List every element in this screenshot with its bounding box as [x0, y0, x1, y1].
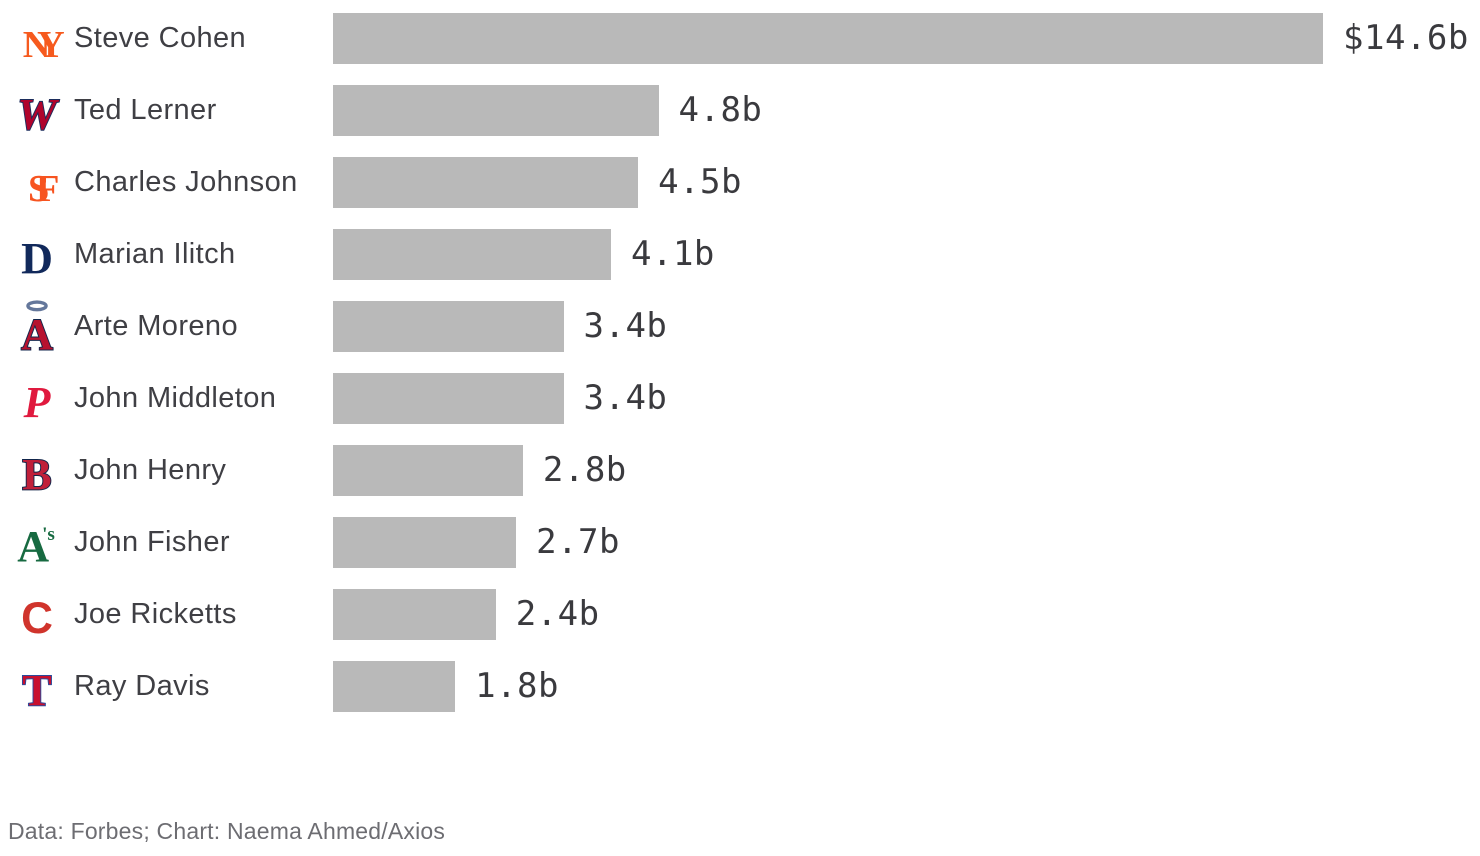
net-worth-bar — [333, 372, 564, 424]
owner-name: Ted Lerner — [74, 93, 217, 126]
owner-name: Joe Ricketts — [74, 597, 237, 630]
chart-source-credit: Data: Forbes; Chart: Naema Ahmed/Axios — [8, 818, 446, 844]
svg-text:D: D — [21, 234, 53, 283]
mets-logo-icon: NY — [14, 10, 78, 66]
row-label-column: W Ted Lerner — [0, 82, 333, 140]
owner-name: Arte Moreno — [74, 309, 238, 342]
net-worth-value-label: 3.4b — [583, 306, 668, 346]
owner-row: A Arte Moreno 3.4b — [0, 290, 1480, 362]
owner-name: Marian Ilitch — [74, 237, 236, 270]
row-label-column: SF Charles Johnson — [0, 154, 333, 211]
redsox-logo-icon: B — [14, 442, 60, 500]
owner-row: C Joe Ricketts 2.4b — [0, 578, 1480, 650]
net-worth-bar — [333, 660, 456, 712]
angels-logo-icon: A — [14, 298, 60, 360]
net-worth-bar — [333, 444, 523, 496]
row-label-column: A Arte Moreno — [0, 298, 333, 360]
net-worth-value-label: 3.4b — [583, 378, 668, 418]
owner-row: NY Steve Cohen $14.6b — [0, 2, 1480, 74]
net-worth-bar — [333, 588, 496, 640]
svg-text:NY: NY — [23, 24, 64, 66]
net-worth-bar — [333, 300, 564, 352]
phillies-logo-icon: P — [14, 370, 60, 427]
owner-row: P John Middleton 3.4b — [0, 362, 1480, 434]
row-label-column: NY Steve Cohen — [0, 10, 333, 67]
net-worth-bar — [333, 12, 1323, 64]
net-worth-value-label: 2.4b — [515, 594, 600, 634]
giants-logo-icon: SF — [14, 154, 71, 210]
svg-text:B: B — [22, 450, 51, 499]
net-worth-value-label: 2.8b — [542, 450, 627, 490]
row-label-column: T Ray Davis — [0, 658, 333, 716]
owner-name: Charles Johnson — [74, 165, 298, 198]
owner-row: B John Henry 2.8b — [0, 434, 1480, 506]
row-label-column: C Joe Ricketts — [0, 586, 333, 643]
net-worth-value-label: 4.5b — [658, 162, 742, 202]
row-label-column: D Marian Ilitch — [0, 226, 333, 283]
tigers-logo-icon: D — [14, 226, 60, 283]
net-worth-value-label: 1.8b — [475, 666, 559, 706]
net-worth-bar — [333, 228, 611, 280]
owner-name: John Henry — [74, 453, 227, 486]
net-worth-bar — [333, 516, 517, 568]
svg-text:P: P — [23, 378, 52, 427]
svg-text:A: A — [21, 310, 53, 359]
net-worth-value-label: 4.8b — [678, 90, 763, 130]
owner-name: Steve Cohen — [74, 21, 247, 54]
owner-row: D Marian Ilitch 4.1b — [0, 218, 1480, 290]
row-label-column: P John Middleton — [0, 370, 333, 427]
rangers-logo-icon: T — [14, 658, 60, 716]
net-worth-value-label: 4.1b — [631, 234, 715, 274]
svg-text:T: T — [22, 666, 51, 715]
athletics-logo-icon: A's — [14, 514, 60, 571]
net-worth-bar — [333, 156, 639, 208]
net-worth-value-label: $14.6b — [1343, 18, 1469, 58]
owner-row: W Ted Lerner 4.8b — [0, 74, 1480, 146]
svg-text:C: C — [21, 594, 53, 643]
svg-text:A: A — [17, 522, 49, 571]
row-label-column: A's John Fisher — [0, 514, 333, 571]
net-worth-value-label: 2.7b — [536, 522, 620, 562]
svg-text:W: W — [17, 90, 59, 139]
owner-name: John Middleton — [74, 381, 277, 414]
net-worth-bar — [333, 84, 659, 136]
nationals-logo-icon: W — [14, 82, 60, 140]
cubs-logo-icon: C — [14, 586, 60, 643]
chart-rows: NY Steve Cohen $14.6b W Ted Lerner 4.8b … — [0, 2, 1480, 722]
owner-name: Ray Davis — [74, 669, 210, 702]
owner-row: SF Charles Johnson 4.5b — [0, 146, 1480, 218]
owner-row: A's John Fisher 2.7b — [0, 506, 1480, 578]
svg-text:'s: 's — [42, 524, 55, 545]
svg-text:SF: SF — [28, 168, 58, 210]
owner-row: T Ray Davis 1.8b — [0, 650, 1480, 722]
owner-name: John Fisher — [74, 525, 230, 558]
row-label-column: B John Henry — [0, 442, 333, 500]
